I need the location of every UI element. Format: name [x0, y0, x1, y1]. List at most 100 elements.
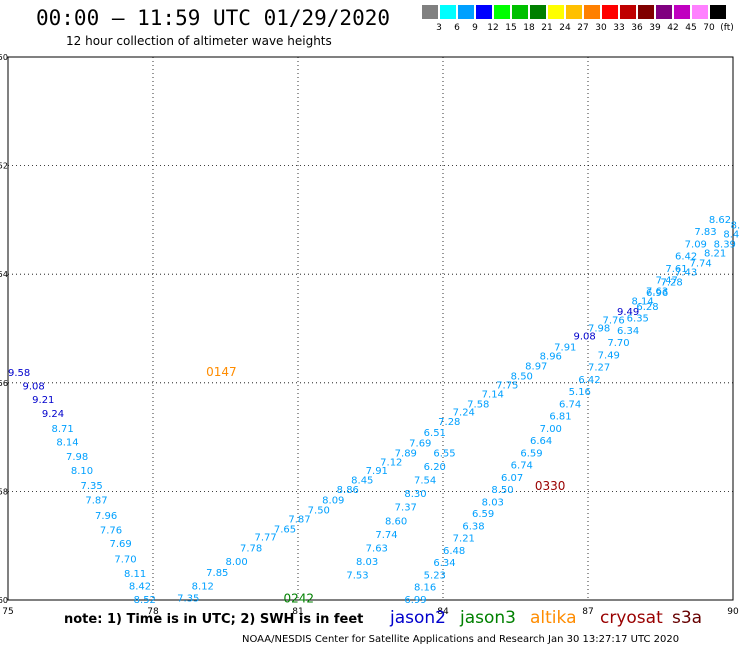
satellite-label: cryosat — [600, 608, 663, 628]
wave-height-label: 9.21 — [32, 395, 54, 406]
wave-height-label: 8.00 — [226, 557, 248, 568]
wave-height-label: 9.08 — [574, 332, 596, 343]
color-scale-label: 27 — [577, 23, 589, 33]
satellite-label: jason2 — [390, 608, 446, 628]
pass-time-label: 0147 — [206, 365, 237, 379]
color-swatch — [530, 5, 546, 19]
wave-height-label: 6.38 — [462, 522, 484, 533]
wave-height-label: 7.28 — [438, 417, 460, 428]
satellite-label: altika — [530, 608, 577, 628]
wave-height-label: 7.87 — [85, 496, 107, 507]
color-scale-label: 18 — [523, 23, 535, 33]
wave-height-label: 7.28 — [661, 277, 683, 288]
chart-title: 00:00 – 11:59 UTC 01/29/2020 — [36, 6, 391, 30]
wave-height-label: 7.91 — [554, 343, 576, 354]
color-swatch — [656, 5, 672, 19]
wave-height-label: 6.34 — [617, 326, 639, 337]
wave-height-label: 8.09 — [322, 496, 344, 507]
wave-height-label: 8.39 — [714, 239, 736, 250]
wave-height-label: 7.61 — [665, 264, 687, 275]
wave-height-label: 6.74 — [559, 400, 581, 411]
wave-height-label: 8.03 — [356, 557, 378, 568]
satellite-label: jason3 — [460, 608, 516, 628]
color-swatch — [476, 5, 492, 19]
color-scale-label: 30 — [595, 23, 607, 33]
color-swatch — [440, 5, 456, 19]
wave-height-label: 7.50 — [308, 505, 330, 516]
wave-height-label: 6.64 — [530, 436, 552, 447]
wave-height-label: 8.50 — [491, 485, 513, 496]
wave-height-label: 6.59 — [472, 509, 494, 520]
wave-height-label: 7.63 — [646, 287, 668, 298]
wave-height-label: 7.76 — [603, 315, 625, 326]
wave-height-label: 6.28 — [636, 302, 658, 313]
wave-height-label: 7.47 — [656, 276, 678, 287]
x-tick-label: 84 — [437, 607, 449, 617]
wave-height-label: 8.10 — [71, 466, 93, 477]
color-swatch — [422, 5, 438, 19]
color-scale-label: 3 — [436, 23, 442, 33]
wave-height-label: 8.30 — [404, 489, 426, 500]
color-swatch — [674, 5, 690, 19]
wave-height-label: 6.55 — [433, 448, 455, 459]
wave-height-label: 8.46 — [723, 230, 740, 241]
wave-height-label: 8.60 — [385, 516, 407, 527]
x-tick-label: 87 — [582, 607, 593, 617]
wave-height-label: 7.77 — [255, 533, 277, 544]
wave-height-label: 7.98 — [588, 324, 610, 335]
wave-height-label: 7.14 — [482, 390, 504, 401]
wave-height-label: 8.21 — [704, 249, 726, 260]
color-swatch — [638, 5, 654, 19]
wave-height-label: 6.42 — [578, 375, 600, 386]
wave-height-label: 7.89 — [395, 448, 417, 459]
wave-height-label: 7.35 — [81, 481, 103, 492]
pass-time-label: 0330 — [535, 479, 566, 493]
color-swatch — [494, 5, 510, 19]
wave-height-label: 5.16 — [569, 387, 591, 398]
wave-height-label: 7.24 — [453, 408, 475, 419]
color-scale-label: 9 — [472, 23, 478, 33]
wave-height-label: 7.53 — [346, 571, 368, 582]
wave-height-label: 8.96 — [540, 352, 562, 363]
wave-height-label: 8.28 — [731, 220, 740, 231]
wave-height-label: 8.11 — [124, 569, 146, 580]
wave-height-label: 6.99 — [404, 595, 426, 606]
wave-height-label: 7.69 — [409, 439, 431, 450]
y-tick-label: -60 — [0, 596, 8, 605]
wave-height-label: 6.07 — [501, 473, 523, 484]
x-tick-label: 90 — [727, 607, 739, 617]
color-swatch — [620, 5, 636, 19]
wave-height-label: 7.09 — [685, 239, 707, 250]
wave-height-label: 7.75 — [496, 381, 518, 392]
wave-height-label: 8.14 — [56, 438, 78, 449]
color-scale-label: 6 — [454, 23, 460, 33]
chart-subtitle: 12 hour collection of altimeter wave hei… — [66, 34, 332, 48]
y-tick-label: -50 — [0, 53, 8, 62]
wave-height-label: 8.03 — [482, 497, 504, 508]
wave-height-label: 7.70 — [607, 338, 629, 349]
wave-height-label: 8.12 — [192, 581, 214, 592]
wave-height-label: 9.24 — [42, 409, 64, 420]
footer-credit: NOAA/NESDIS Center for Satellite Applica… — [242, 634, 680, 645]
wave-height-label: 6.48 — [443, 546, 465, 557]
wave-height-label: 8.97 — [525, 362, 547, 373]
x-tick-label: 75 — [2, 607, 13, 617]
color-swatch — [566, 5, 582, 19]
color-swatch — [602, 5, 618, 19]
wave-height-label: 5.23 — [424, 571, 446, 582]
color-scale-label: (ft) — [720, 23, 734, 33]
wave-height-label: 7.58 — [467, 400, 489, 411]
wave-height-label: 7.65 — [274, 524, 296, 535]
y-tick-label: -56 — [0, 379, 8, 388]
wave-height-label: 9.08 — [23, 382, 45, 393]
color-scale-label: 24 — [559, 23, 571, 33]
y-tick-label: -52 — [0, 162, 8, 171]
color-swatch — [458, 5, 474, 19]
wave-height-label: 8.62 — [709, 215, 731, 226]
wave-height-label: 7.21 — [453, 534, 475, 545]
y-tick-label: -54 — [0, 270, 8, 279]
wave-height-label: 7.12 — [380, 458, 402, 469]
wave-height-label: 7.78 — [240, 543, 262, 554]
wave-height-label: 7.70 — [114, 554, 136, 565]
wave-height-label: 7.27 — [588, 363, 610, 374]
